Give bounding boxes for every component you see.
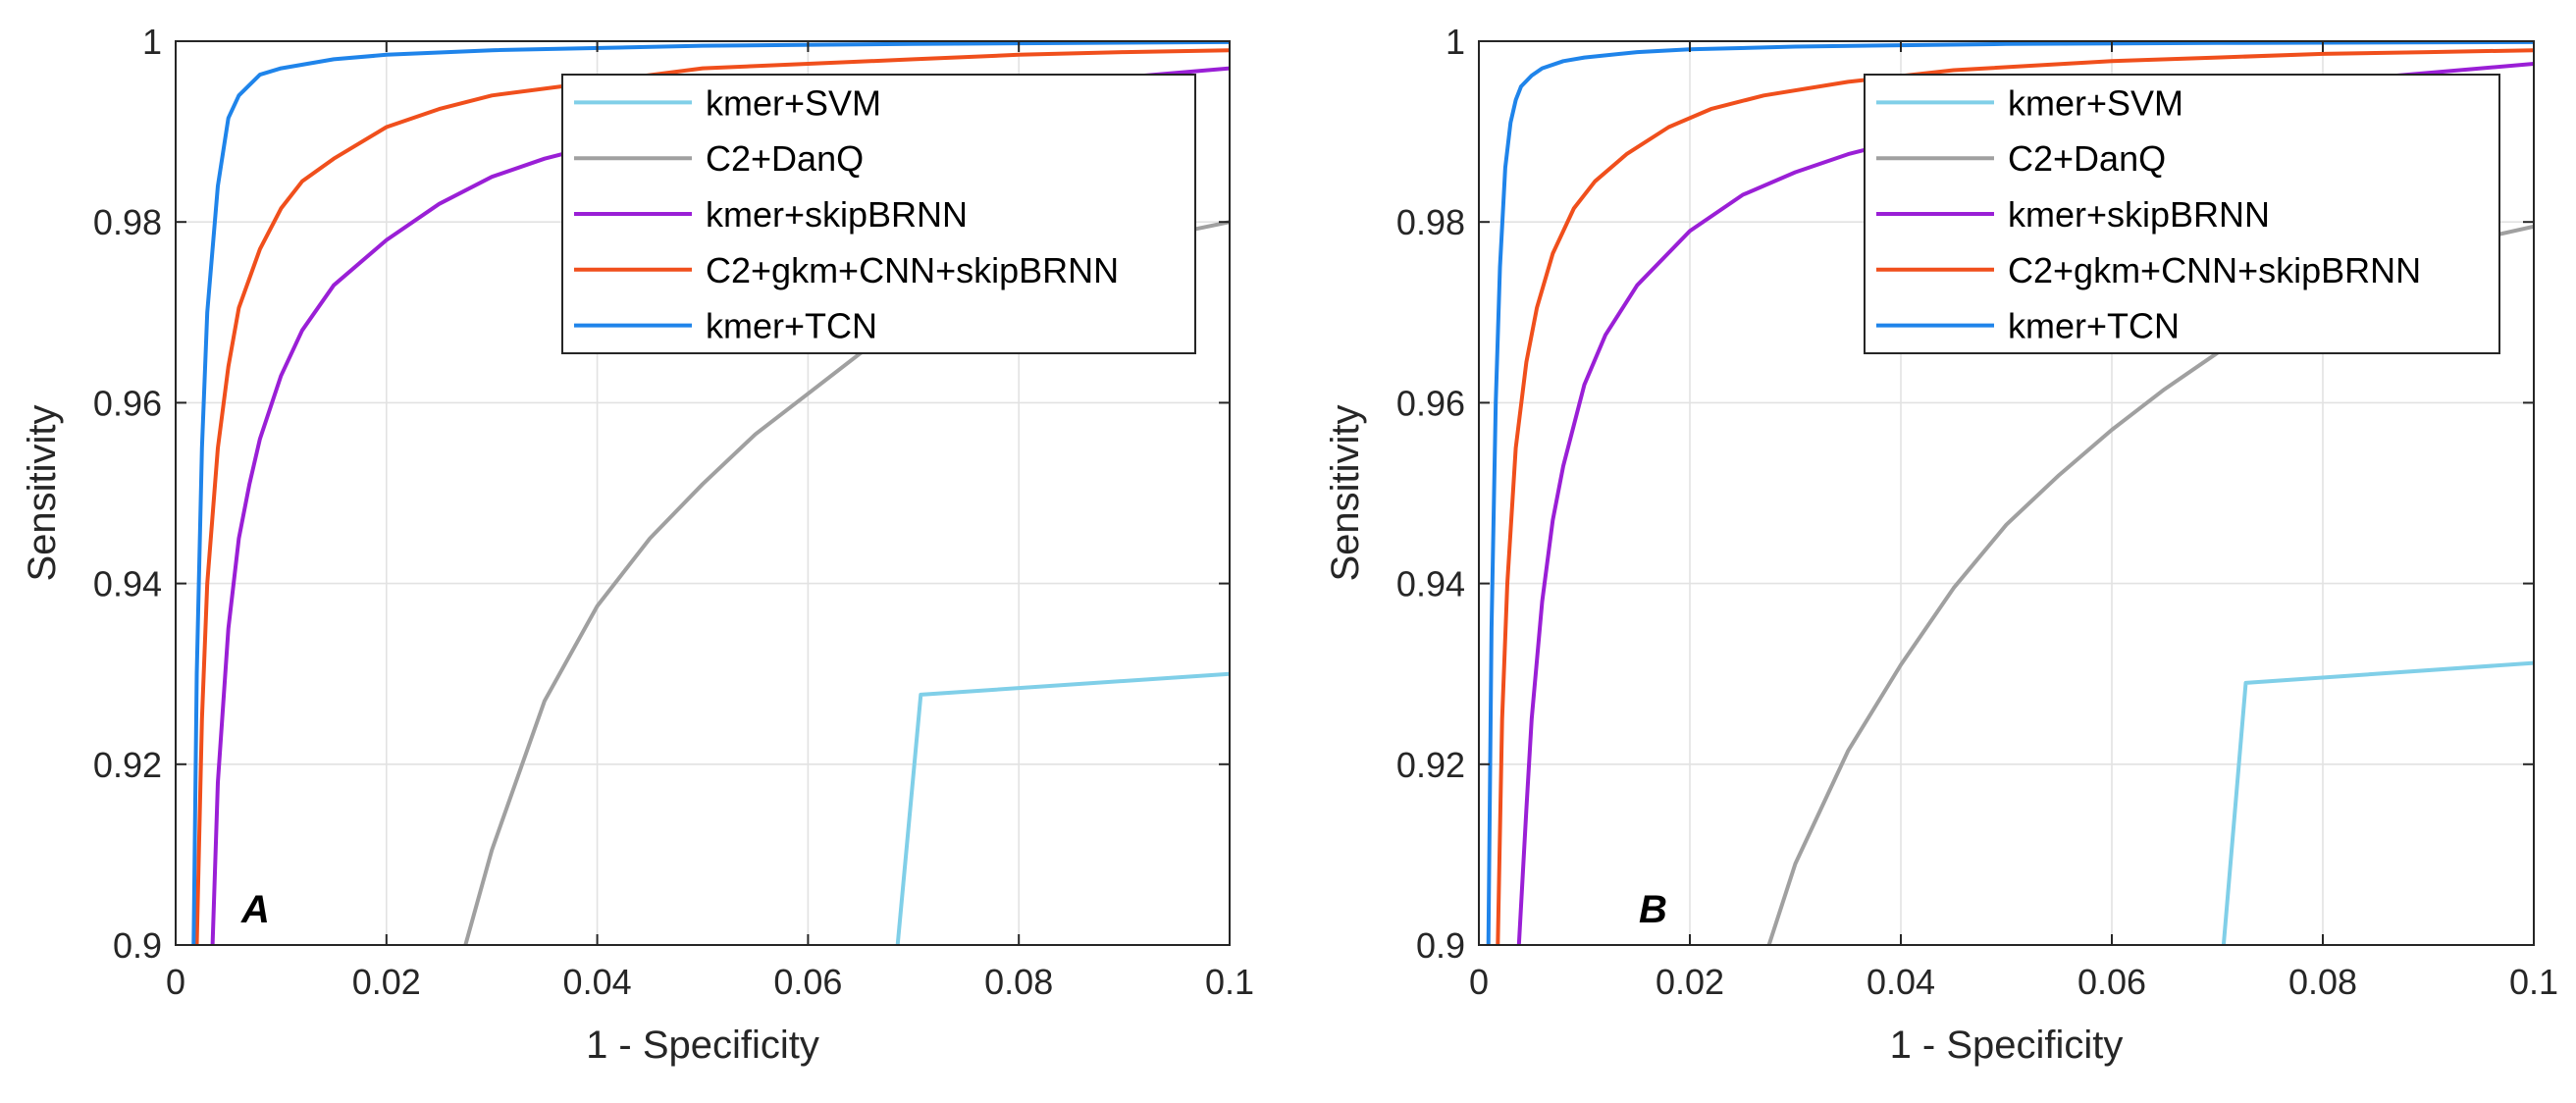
legend-label-kmer-tcn: kmer+TCN bbox=[2008, 306, 2180, 346]
x-tick-label: 0 bbox=[166, 962, 185, 1002]
axes-frame bbox=[175, 40, 1231, 946]
panel-label: B bbox=[1639, 888, 1667, 931]
legend: kmer+SVM C2+DanQ kmer+skipBRNN C2+gkm+CNN+s… bbox=[1864, 74, 2500, 354]
series-line-kmer-svm bbox=[895, 671, 1230, 945]
x-tick-label: 0.04 bbox=[1866, 962, 1935, 1002]
y-axis-label: Sensitivity bbox=[21, 404, 64, 581]
panel-b: 0 0.02 0.04 0.06 0.08 0.1 0.9 0.92 0.94 0.96 0.98 1… bbox=[1324, 22, 2558, 1067]
panel-label: A bbox=[240, 888, 270, 931]
y-tick-label: 1 bbox=[142, 22, 162, 62]
y-tick-label: 0.94 bbox=[93, 564, 162, 604]
legend-label-c2-danq: C2+DanQ bbox=[2008, 138, 2166, 179]
x-axis-label: 1 - Specificity bbox=[586, 1024, 819, 1067]
y-tick-label: 0.98 bbox=[1396, 202, 1465, 242]
y-tick-label: 0.92 bbox=[93, 745, 162, 785]
x-tick-label: 0.08 bbox=[2288, 962, 2357, 1002]
legend: kmer+SVM C2+DanQ kmer+skipBRNN C2+gkm+CNN+s… bbox=[561, 74, 1196, 354]
legend-label-kmer-svm: kmer+SVM bbox=[706, 82, 881, 123]
legend-label-kmer-skipbrnn: kmer+skipBRNN bbox=[706, 194, 968, 235]
series-line-kmer-tcn bbox=[1486, 41, 2534, 945]
legend-label-c2-gkm-cnn-skipbrnn: C2+gkm+CNN+skipBRNN bbox=[706, 250, 1119, 290]
y-tick-label: 0.96 bbox=[93, 383, 162, 423]
x-tick-label: 0.06 bbox=[773, 962, 842, 1002]
series-line-c2-gkm-cnn-skipbrnn bbox=[194, 48, 1230, 945]
legend-label-kmer-tcn: kmer+TCN bbox=[706, 306, 877, 346]
x-tick-label: 0.04 bbox=[563, 962, 632, 1002]
x-tick-label: 0 bbox=[1469, 962, 1489, 1002]
y-tick-label: 0.92 bbox=[1396, 745, 1465, 785]
legend-label-kmer-svm: kmer+SVM bbox=[2008, 82, 2183, 123]
y-axis-label: Sensitivity bbox=[1324, 404, 1367, 581]
x-tick-label: 0.06 bbox=[2077, 962, 2146, 1002]
x-tick-label: 0.02 bbox=[1656, 962, 1724, 1002]
x-tick-label: 0.02 bbox=[352, 962, 421, 1002]
y-tick-label: 1 bbox=[1446, 22, 1465, 62]
series-line-kmer-tcn bbox=[191, 41, 1230, 945]
y-tick-label: 0.96 bbox=[1396, 383, 1465, 423]
legend-label-kmer-skipbrnn: kmer+skipBRNN bbox=[2008, 194, 2270, 235]
legend-label-c2-gkm-cnn-skipbrnn: C2+gkm+CNN+skipBRNN bbox=[2008, 250, 2421, 290]
series-line-kmer-svm bbox=[2221, 660, 2534, 945]
y-tick-label: 0.94 bbox=[1396, 564, 1465, 604]
legend-label-c2-danq: C2+DanQ bbox=[706, 138, 864, 179]
y-tick-label: 0.9 bbox=[113, 925, 162, 966]
x-tick-label: 0.08 bbox=[984, 962, 1053, 1002]
y-tick-label: 0.9 bbox=[1416, 925, 1465, 966]
panel-a: 0 0.02 0.04 0.06 0.08 0.1 0.9 0.92 0.94 0.96 0.98 1… bbox=[21, 22, 1254, 1067]
x-tick-label: 0.1 bbox=[2509, 962, 2558, 1002]
x-tick-label: 0.1 bbox=[1205, 962, 1254, 1002]
series-line-c2-gkm-cnn-skipbrnn bbox=[1496, 48, 2534, 945]
axes-frame bbox=[1478, 40, 2535, 946]
y-tick-label: 0.98 bbox=[93, 202, 162, 242]
x-axis-label: 1 - Specificity bbox=[1890, 1024, 2124, 1067]
